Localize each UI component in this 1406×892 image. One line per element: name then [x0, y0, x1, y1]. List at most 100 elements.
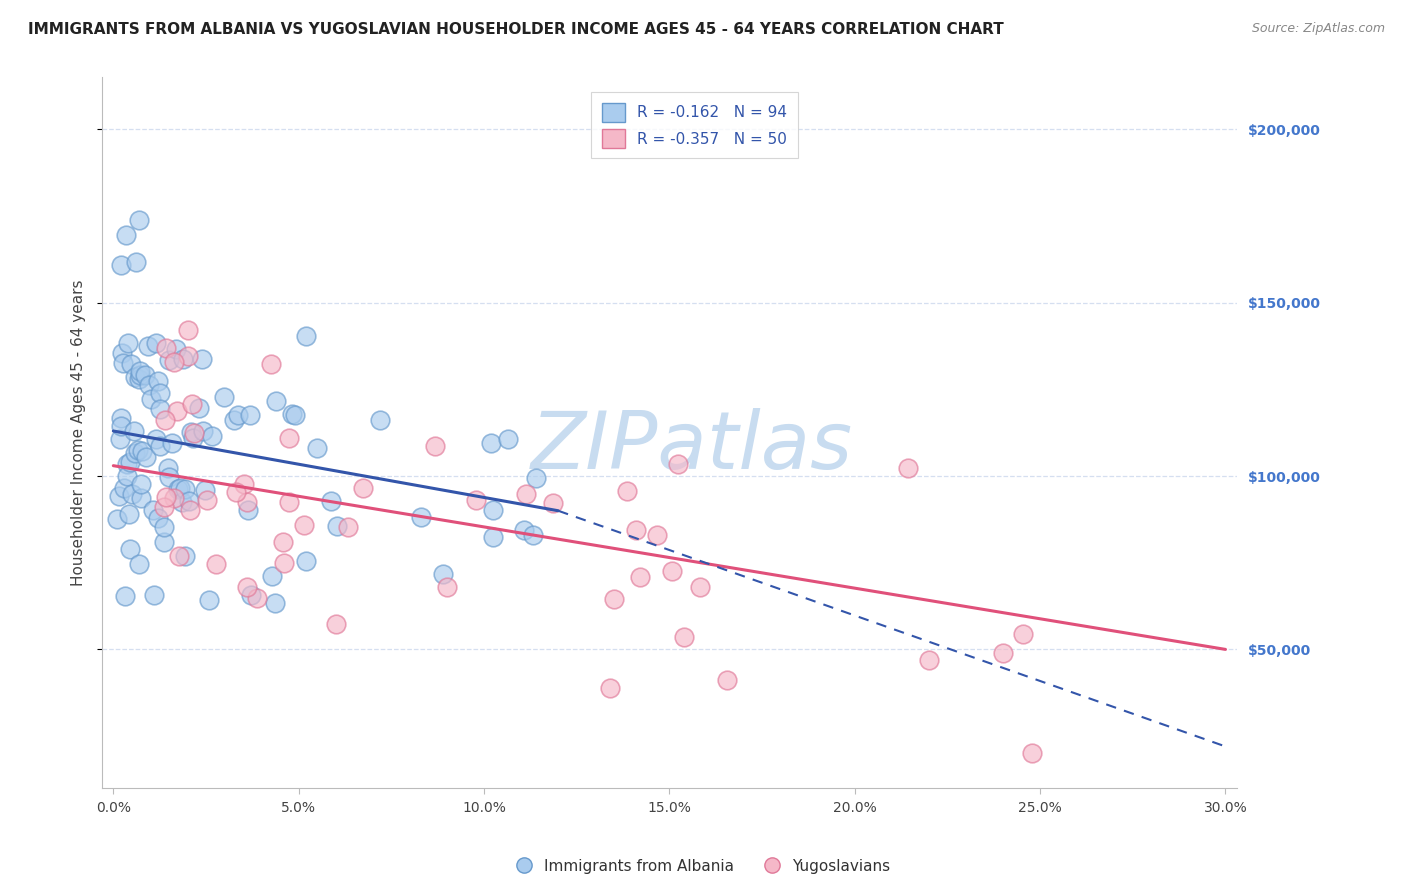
Point — [326, 519, 349, 533]
Point — [115, 468, 138, 483]
Point — [233, 476, 256, 491]
Point — [305, 441, 328, 455]
Point — [716, 673, 738, 687]
Point — [181, 397, 204, 411]
Point — [918, 653, 941, 667]
Point — [432, 566, 454, 581]
Point — [174, 482, 197, 496]
Point — [118, 455, 141, 469]
Point — [114, 589, 136, 603]
Point — [1021, 747, 1043, 761]
Point — [127, 442, 149, 457]
Point — [212, 390, 235, 404]
Point — [110, 419, 132, 434]
Point — [157, 470, 180, 484]
Point — [134, 368, 156, 383]
Point — [897, 460, 920, 475]
Point — [325, 617, 347, 632]
Point — [515, 487, 537, 501]
Point — [108, 489, 131, 503]
Point — [337, 520, 360, 534]
Y-axis label: Householder Income Ages 45 - 64 years: Householder Income Ages 45 - 64 years — [72, 279, 86, 586]
Point — [993, 646, 1015, 660]
Point — [425, 439, 447, 453]
Point — [148, 511, 170, 525]
Point — [277, 431, 299, 445]
Point — [273, 556, 295, 570]
Point — [112, 481, 135, 495]
Point — [136, 339, 159, 353]
Point — [155, 490, 177, 504]
Point — [124, 370, 146, 384]
Point — [170, 494, 193, 508]
Point — [198, 592, 221, 607]
Point — [122, 424, 145, 438]
Text: Source: ZipAtlas.com: Source: ZipAtlas.com — [1251, 22, 1385, 36]
Point — [277, 494, 299, 508]
Point — [120, 357, 142, 371]
Point — [167, 482, 190, 496]
Point — [235, 495, 257, 509]
Point — [236, 503, 259, 517]
Point — [239, 408, 262, 422]
Point — [108, 432, 131, 446]
Point — [319, 494, 342, 508]
Point — [292, 517, 315, 532]
Point — [524, 471, 547, 485]
Point — [138, 378, 160, 392]
Point — [166, 403, 188, 417]
Point — [169, 481, 191, 495]
Point — [205, 557, 228, 571]
Point — [118, 542, 141, 557]
Point — [152, 535, 174, 549]
Point — [661, 564, 683, 578]
Legend: R = -0.162   N = 94, R = -0.357   N = 50: R = -0.162 N = 94, R = -0.357 N = 50 — [592, 92, 797, 159]
Point — [139, 392, 162, 406]
Point — [179, 503, 201, 517]
Point — [541, 496, 564, 510]
Point — [121, 487, 143, 501]
Point — [624, 523, 647, 537]
Point — [522, 528, 544, 542]
Point — [239, 588, 262, 602]
Point — [177, 349, 200, 363]
Point — [271, 535, 294, 549]
Point — [177, 494, 200, 508]
Point — [284, 408, 307, 422]
Point — [628, 569, 651, 583]
Point — [177, 323, 200, 337]
Point — [513, 523, 536, 537]
Point — [149, 439, 172, 453]
Point — [157, 353, 180, 368]
Point — [112, 355, 135, 369]
Point — [115, 457, 138, 471]
Point — [135, 450, 157, 464]
Point — [142, 588, 165, 602]
Point — [246, 591, 269, 606]
Point — [107, 512, 129, 526]
Point — [236, 580, 259, 594]
Point — [145, 432, 167, 446]
Point — [180, 425, 202, 439]
Point — [368, 413, 391, 427]
Point — [294, 553, 316, 567]
Point — [128, 368, 150, 382]
Point — [190, 352, 212, 367]
Point — [155, 342, 177, 356]
Point — [264, 596, 287, 610]
Point — [479, 436, 502, 450]
Point — [117, 335, 139, 350]
Point — [616, 484, 638, 499]
Point — [191, 424, 214, 438]
Point — [155, 413, 177, 427]
Point — [110, 258, 132, 272]
Point — [174, 549, 197, 563]
Point — [645, 528, 668, 542]
Point — [262, 569, 284, 583]
Point — [128, 557, 150, 571]
Point — [294, 329, 316, 343]
Point — [125, 254, 148, 268]
Point — [183, 425, 205, 440]
Point — [599, 681, 621, 696]
Point — [131, 476, 153, 491]
